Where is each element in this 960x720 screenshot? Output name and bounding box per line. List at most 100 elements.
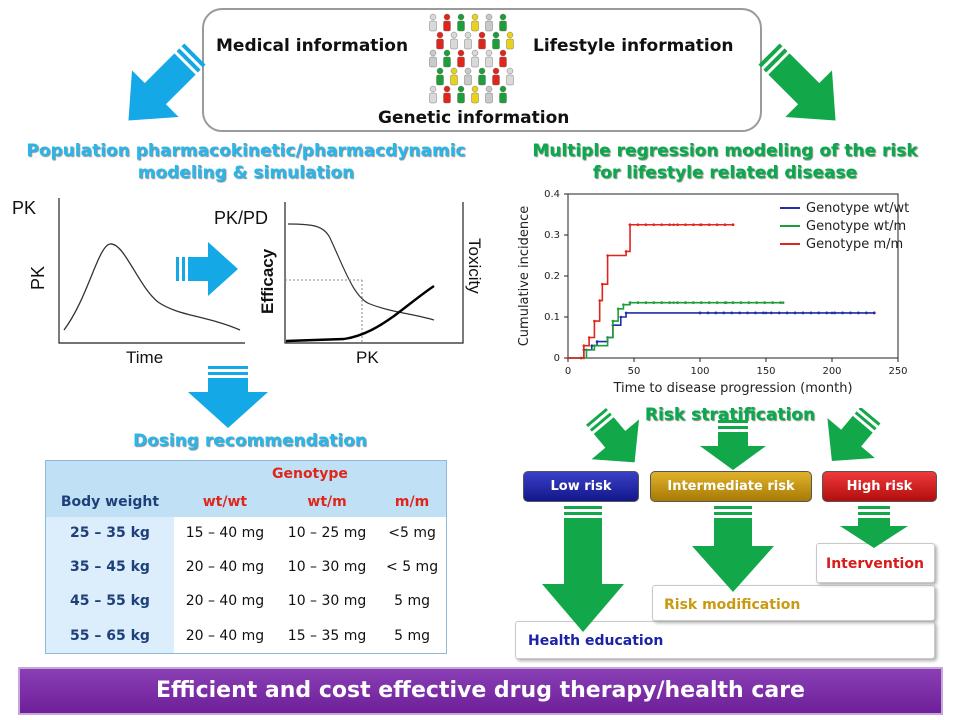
person-figure-icon — [450, 67, 458, 86]
censor-point — [699, 301, 703, 305]
person-figure-icon — [443, 13, 451, 32]
risk-stratification-heading: Risk stratification — [644, 405, 816, 425]
person-figure-icon — [478, 67, 486, 86]
intervention-label: Intervention — [826, 556, 924, 572]
data-point — [585, 348, 588, 352]
censor-point — [763, 301, 767, 305]
table-row: 45 – 55 kg 20 – 40 mg 10 – 30 mg 5 mg — [45, 584, 447, 619]
dose-cell: 15 – 40 mg — [173, 516, 276, 551]
table-row: 55 – 65 kg 20 – 40 mg 15 – 35 mg 5 mg — [45, 618, 447, 654]
censor-point — [777, 311, 781, 315]
censor-point — [817, 311, 821, 315]
blue-right-arrow-icon — [176, 242, 238, 296]
data-point — [579, 356, 583, 360]
chart-x-label: Time to disease progression (month) — [612, 381, 852, 396]
dose-cell: 5 mg — [378, 584, 447, 619]
risk-modification-label: Risk modification — [664, 597, 801, 613]
dose-cell: < 5 mg — [378, 550, 447, 585]
censor-point — [636, 301, 640, 305]
data-point — [587, 336, 591, 339]
person-figure-icon — [485, 85, 493, 104]
dose-cell: 10 – 30 mg — [276, 550, 379, 585]
censor-point — [706, 311, 710, 315]
dose-cell: 10 – 25 mg — [276, 516, 379, 551]
censor-point — [779, 301, 782, 305]
person-figure-icon — [485, 49, 493, 68]
dose-cell: <5 mg — [378, 516, 447, 551]
censor-point — [754, 311, 757, 315]
table-row: 35 – 45 kg 20 – 40 mg 10 – 30 mg < 5 mg — [45, 550, 447, 585]
dose-cell: 20 – 40 mg — [173, 618, 276, 654]
dose-cell: 20 – 40 mg — [173, 550, 276, 585]
genotype-header: Genotype — [271, 465, 348, 482]
green-down-right-arrow-icon — [758, 43, 836, 121]
censor-point — [676, 223, 679, 227]
cumulative-incidence-chart: 0 50 100 150 200 250 0 0.1 0.2 0.3 0.4 Time to dise… — [517, 189, 909, 396]
data-point — [672, 223, 675, 227]
person-figure-icon — [506, 67, 514, 86]
data-point — [628, 301, 632, 304]
censor-point — [739, 301, 743, 305]
y-tick-label: 0.1 — [544, 312, 560, 323]
green-down-arrow-icon — [692, 506, 774, 592]
censor-point — [769, 311, 773, 315]
intermediate-risk-box: Intermediate risk — [650, 471, 812, 502]
censor-point — [722, 311, 726, 315]
green-down-right-arrow-icon — [586, 408, 640, 463]
popk-heading-line2: modeling & simulation — [137, 163, 355, 183]
data-point — [698, 311, 702, 315]
censor-point — [652, 301, 656, 305]
x-tick-label: 0 — [565, 366, 571, 377]
pkpd-plot-xlabel: PK — [356, 348, 379, 367]
person-figure-icon — [471, 49, 479, 68]
data-point — [606, 336, 609, 339]
y-tick-label: 0 — [554, 353, 560, 364]
censor-point — [841, 311, 844, 315]
person-figure-icon — [492, 31, 500, 50]
person-figure-icon — [429, 85, 437, 104]
y-tick-label: 0.2 — [544, 271, 560, 282]
green-down-arrow-icon — [542, 506, 624, 632]
row-weight: 45 – 55 kg — [45, 584, 174, 619]
data-point — [731, 223, 735, 227]
data-point — [590, 344, 594, 347]
person-figure-icon — [485, 13, 493, 32]
censor-point — [707, 301, 711, 305]
health-education-label: Health education — [528, 633, 664, 649]
person-figure-icon — [450, 31, 458, 50]
series-line — [568, 312, 875, 359]
censor-point — [730, 311, 734, 315]
data-point — [624, 311, 628, 315]
col-header-wt-m: wt/m — [307, 493, 347, 510]
person-figure-icon — [443, 49, 451, 68]
censor-point — [809, 311, 813, 315]
censor-point — [801, 311, 805, 315]
censor-point — [707, 223, 711, 227]
x-tick-label: 100 — [690, 366, 709, 377]
pkpd-efficacy-label: Efficacy — [258, 248, 277, 314]
censor-point — [857, 311, 860, 315]
person-figure-icon — [436, 67, 444, 86]
censor-point — [660, 301, 664, 305]
data-point — [566, 356, 570, 360]
person-figure-icon — [429, 13, 437, 32]
blue-down-arrow-icon — [188, 366, 268, 428]
col-header-wt-wt: wt/wt — [202, 493, 248, 510]
data-point — [764, 311, 768, 315]
censor-point — [644, 301, 648, 305]
censor-point — [692, 301, 695, 305]
censor-point — [644, 223, 648, 227]
risk-modification-box — [652, 585, 935, 621]
pk-concentration-time-plot — [58, 198, 245, 344]
green-down-left-arrow-icon — [827, 408, 881, 462]
censor-point — [849, 311, 852, 315]
x-tick-label: 200 — [822, 366, 841, 377]
pk-plot-title: PK — [12, 198, 37, 218]
person-figure-icon — [478, 31, 486, 50]
censor-point — [636, 223, 640, 227]
body-weight-header: Body weight — [60, 493, 160, 510]
data-point — [698, 223, 702, 227]
data-point — [593, 344, 596, 347]
censor-point — [714, 311, 718, 315]
row-weight: 25 – 35 kg — [45, 516, 174, 551]
